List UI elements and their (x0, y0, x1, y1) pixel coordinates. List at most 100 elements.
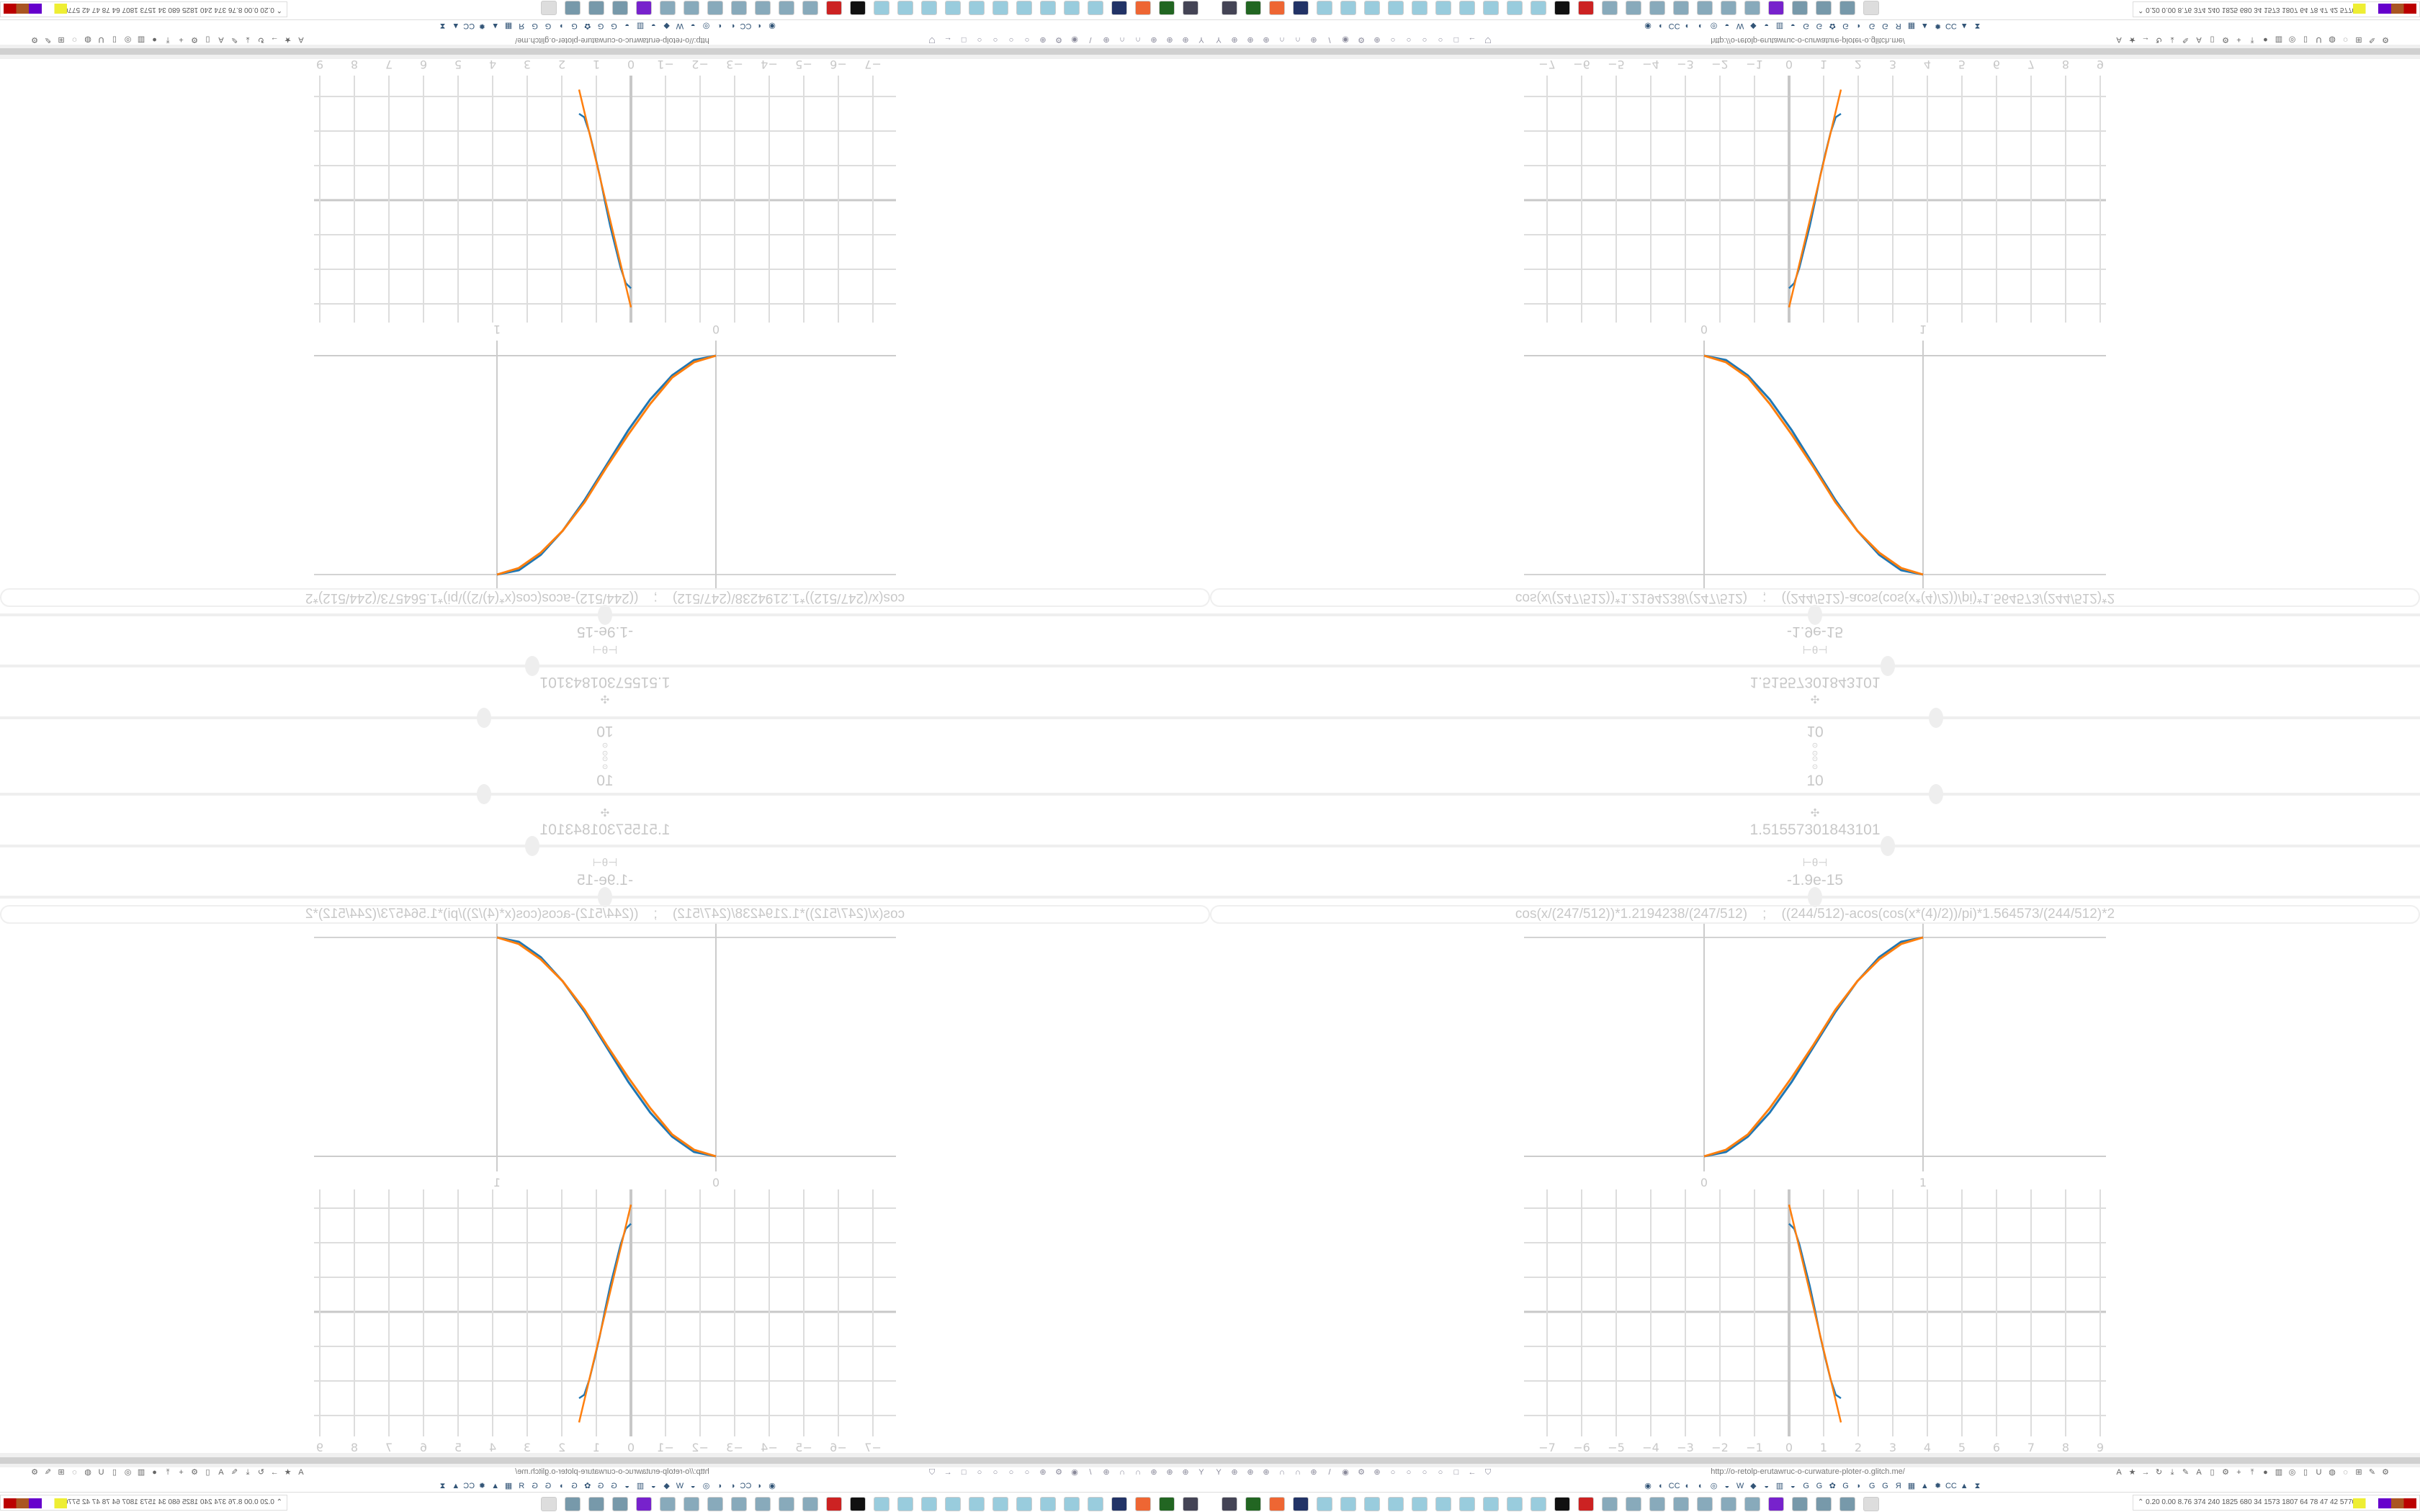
toolbar-icon[interactable]: CC (463, 22, 475, 30)
taskbar-scroll-icon[interactable] (1839, 1497, 1855, 1511)
toolbar-icon[interactable]: ← (1468, 35, 1476, 44)
taskbar-notepad-icon[interactable] (1340, 1, 1356, 15)
toolbar-icon[interactable]: ⤒ (2250, 35, 2254, 44)
taskbar-calc-icon[interactable] (802, 1, 818, 15)
taskbar-notepad-icon[interactable] (1388, 1497, 1404, 1511)
taskbar-notepad-icon[interactable] (1016, 1, 1032, 15)
taskbar-firefox-icon[interactable] (1135, 1, 1151, 15)
chevron-up-icon[interactable]: ⌃ (274, 1498, 282, 1506)
taskbar-calc-icon[interactable] (779, 1, 794, 15)
toolbar-icon[interactable]: G (1868, 22, 1876, 30)
toolbar-icon[interactable]: ▦ (1907, 1482, 1916, 1490)
toolbar-icon[interactable]: ◌ (2343, 1468, 2348, 1477)
toolbar-icon[interactable]: → (270, 1468, 279, 1477)
taskbar-notepad-icon[interactable] (1040, 1497, 1056, 1511)
toolbar-icon[interactable]: ◎ (2288, 35, 2296, 44)
toolbar-icon[interactable]: ◒ (1790, 1482, 1796, 1490)
taskbar-terminal-icon[interactable] (1245, 1, 1261, 15)
url-bar[interactable]: http://o-retolp-erutawruc-o-curwature-pl… (1711, 36, 1905, 45)
toolbar-icon[interactable]: ◌ (72, 35, 77, 44)
taskbar-calc-icon[interactable] (1697, 1, 1713, 15)
toolbar-icon[interactable]: → (2141, 1468, 2150, 1477)
toolbar-icon[interactable]: ◉ (1071, 1468, 1078, 1477)
toolbar-icon[interactable]: ✿ (584, 22, 591, 30)
toolbar-icon[interactable]: → (2141, 35, 2150, 44)
slider-track[interactable] (1210, 836, 2420, 856)
toolbar-icon[interactable]: Я (519, 22, 525, 30)
taskbar-calc-icon[interactable] (779, 1497, 794, 1511)
toolbar-icon[interactable]: ★ (2128, 1468, 2136, 1477)
toolbar-icon[interactable]: ◎ (124, 1468, 132, 1477)
toolbar-icon[interactable]: G (571, 22, 578, 30)
taskbar-floppy-icon[interactable] (1293, 1, 1309, 15)
toolbar-icon[interactable]: ⊕ (1263, 35, 1270, 44)
toolbar-icon[interactable]: ◒ (624, 1482, 630, 1490)
formula-input[interactable]: cos(x/(247/512))*1.2194238/(247/512) ; (… (1210, 905, 2420, 924)
toolbar-icon[interactable]: G (1816, 22, 1823, 30)
toolbar-icon[interactable]: ✹ (478, 22, 486, 30)
taskbar-firefox-icon[interactable] (1269, 1497, 1285, 1511)
toolbar-icon[interactable]: ⊕ (1247, 1468, 1254, 1477)
toolbar-icon[interactable]: CC (1945, 1482, 1957, 1490)
taskbar-calc-icon[interactable] (660, 1, 676, 15)
toolbar-icon[interactable]: ◐ (756, 22, 762, 30)
toolbar-icon[interactable]: ⊞ (2355, 35, 2362, 44)
toolbar-icon[interactable]: ← (944, 1468, 952, 1477)
toolbar-icon[interactable]: ⊕ (1182, 1468, 1189, 1477)
toolbar-icon[interactable]: ⧗ (439, 1482, 446, 1490)
toolbar-icon[interactable]: ▥ (137, 1468, 145, 1477)
toolbar-icon[interactable]: ▲ (1920, 1482, 1929, 1490)
toolbar-icon[interactable]: ⚙ (191, 35, 198, 44)
toolbar-icon[interactable]: ▦ (504, 1482, 513, 1490)
slider-track[interactable] (1210, 784, 2420, 804)
toolbar-icon[interactable]: ○ (1008, 35, 1014, 44)
toolbar-icon[interactable]: ▥ (137, 35, 145, 44)
toolbar-icon[interactable]: ⊕ (1039, 1468, 1047, 1477)
toolbar-icon[interactable]: ◐ (717, 1482, 722, 1490)
toolbar-icon[interactable]: ✎ (2368, 1468, 2376, 1477)
toolbar-icon[interactable]: G (1803, 22, 1809, 30)
url-bar[interactable]: http://o-retolp-erutawruc-o-curwature-pl… (515, 36, 709, 45)
taskbar-calc-icon[interactable] (1649, 1497, 1665, 1511)
toolbar-icon[interactable]: ∩ (1135, 35, 1141, 44)
toolbar-icon[interactable]: ▲ (1920, 22, 1929, 30)
url-bar[interactable]: http://o-retolp-erutawruc-o-curwature-pl… (1711, 1467, 1905, 1476)
toolbar-icon[interactable]: ▯ (2210, 1468, 2215, 1477)
toolbar-icon[interactable]: ○ (1024, 1468, 1030, 1477)
toolbar-icon[interactable]: ○ (1390, 1468, 1396, 1477)
toolbar-icon[interactable]: G (571, 1482, 578, 1490)
toolbar-icon[interactable]: ◉ (1644, 22, 1652, 30)
toolbar-icon[interactable]: ◒ (650, 1482, 656, 1490)
taskbar-notepad-icon[interactable] (1317, 1497, 1332, 1511)
toolbar-icon[interactable]: ◍ (84, 35, 91, 44)
toolbar-icon[interactable]: G (611, 1482, 617, 1490)
toolbar-icon[interactable]: ◐ (1698, 22, 1703, 30)
toolbar-icon[interactable]: ⊕ (1182, 35, 1189, 44)
taskbar-calc-icon[interactable] (1673, 1497, 1689, 1511)
taskbar-calc-icon[interactable] (1721, 1497, 1736, 1511)
taskbar-calc-icon[interactable] (660, 1497, 676, 1511)
toolbar-icon[interactable]: / (1089, 35, 1092, 44)
toolbar-icon[interactable]: ◉ (768, 22, 776, 30)
toolbar-icon[interactable]: ⊕ (1310, 35, 1317, 44)
toolbar-icon[interactable]: ⊞ (58, 35, 65, 44)
toolbar-icon[interactable]: U (98, 35, 104, 44)
toolbar-icon[interactable]: ◒ (1724, 22, 1730, 30)
taskbar-calc-icon[interactable] (684, 1497, 699, 1511)
toolbar-icon[interactable]: G (1882, 1482, 1888, 1490)
taskbar-notepad-icon[interactable] (945, 1, 961, 15)
toolbar-icon[interactable]: ← (1468, 1468, 1476, 1477)
taskbar-calc-icon[interactable] (707, 1, 723, 15)
taskbar-calc-icon[interactable] (731, 1, 747, 15)
toolbar-icon[interactable]: ▯ (2303, 35, 2308, 44)
toolbar-icon[interactable]: ⊕ (1150, 35, 1157, 44)
taskbar-notepad-icon[interactable] (1364, 1497, 1380, 1511)
toolbar-icon[interactable]: ● (152, 35, 157, 44)
toolbar-icon[interactable]: G (544, 22, 552, 30)
toolbar-icon[interactable]: ⚙ (1055, 35, 1062, 44)
taskbar-monitor-icon[interactable] (1183, 1497, 1198, 1511)
taskbar-calc-icon[interactable] (755, 1497, 771, 1511)
taskbar-floppy-icon[interactable] (1111, 1, 1127, 15)
toolbar-icon[interactable]: ▥ (1775, 22, 1784, 30)
toolbar-icon[interactable]: ⤒ (166, 35, 170, 44)
